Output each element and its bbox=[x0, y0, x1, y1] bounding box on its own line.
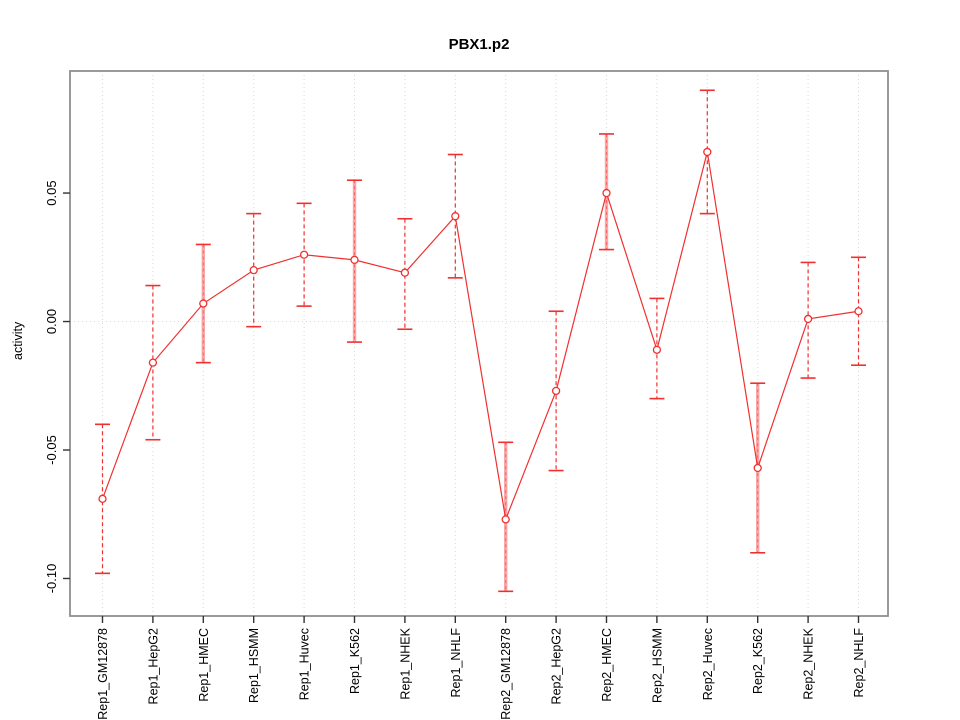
data-point bbox=[148, 358, 158, 367]
series-line bbox=[101, 151, 859, 522]
x-tick-label: Rep1_Huvec bbox=[298, 628, 312, 700]
y-tick-label: -0.10 bbox=[44, 564, 59, 594]
data-point bbox=[249, 265, 258, 275]
data-point bbox=[652, 345, 662, 354]
x-tick-label: Rep1_NHEK bbox=[398, 627, 412, 699]
plot-box bbox=[69, 70, 889, 617]
x-tick-label: Rep2_NHLF bbox=[852, 628, 866, 698]
data-point bbox=[451, 212, 460, 221]
x-tick-label: Rep2_Huvec bbox=[701, 628, 715, 700]
data-point bbox=[854, 307, 863, 316]
x-tick-label: Rep1_HMEC bbox=[197, 628, 211, 702]
y-tick-label: 0.00 bbox=[44, 309, 59, 334]
y-tick-label: -0.05 bbox=[44, 435, 59, 465]
x-tick-label: Rep2_GM12878 bbox=[499, 628, 513, 720]
x-tick-label: Rep1_GM12878 bbox=[96, 628, 110, 720]
data-point bbox=[703, 147, 712, 157]
y-tick-label: 0.05 bbox=[44, 180, 59, 205]
data-point bbox=[350, 255, 359, 265]
data-point bbox=[501, 515, 510, 524]
x-tick-label: Rep1_K562 bbox=[348, 628, 362, 694]
data-point bbox=[299, 250, 309, 259]
data-point bbox=[551, 386, 561, 396]
chart-title: PBX1.p2 bbox=[448, 36, 510, 53]
data-point bbox=[98, 494, 107, 503]
x-tick-label: Rep2_K562 bbox=[751, 628, 765, 694]
data-point bbox=[753, 463, 762, 473]
x-tick-label: Rep1_NHLF bbox=[449, 628, 463, 698]
x-tick-label: Rep2_HepG2 bbox=[550, 628, 564, 704]
data-point bbox=[602, 188, 611, 198]
data-point bbox=[400, 268, 410, 277]
y-axis-label: activity bbox=[11, 321, 25, 360]
x-tick-label: Rep2_NHEK bbox=[802, 627, 816, 699]
data-point bbox=[803, 314, 813, 324]
x-tick-label: Rep1_HepG2 bbox=[146, 628, 160, 704]
x-tick-label: Rep2_HMEC bbox=[600, 628, 614, 702]
x-tick-label: Rep2_HSMM bbox=[650, 628, 664, 703]
x-tick-label: Rep1_HSMM bbox=[247, 628, 261, 703]
data-point bbox=[199, 299, 208, 308]
